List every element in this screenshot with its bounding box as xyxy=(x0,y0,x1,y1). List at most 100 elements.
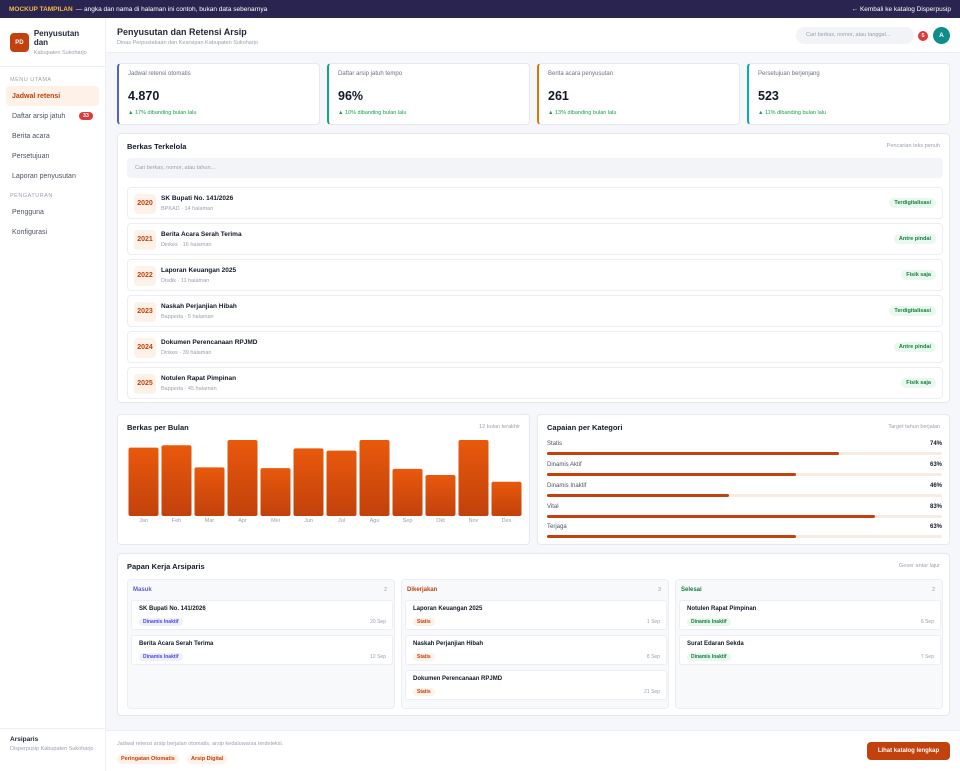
task-title: SK Bupati No. 141/2026 xyxy=(139,606,206,612)
list-item[interactable]: 2025 Notulen Rapat Pimpinan Bappeda · 45… xyxy=(127,367,943,399)
progress-label: Dinamis Aktif xyxy=(547,462,582,468)
sidebar-item-label: Laporan penyusutan xyxy=(12,172,76,180)
progress-percent: 63% xyxy=(929,462,942,468)
sidebar-item-jadwal-retensi[interactable]: Jadwal retensi xyxy=(6,86,99,106)
records-card: Berkas Terkelola Pencarian teks penuh Ca… xyxy=(117,133,950,403)
notification-badge[interactable]: 5 xyxy=(918,31,928,41)
sidebar-item-label: Konfigurasi xyxy=(12,228,48,236)
list-item[interactable]: 2022 Laporan Keuangan 2025 Disdik · 11 h… xyxy=(127,259,943,291)
record-meta: Dinkes · 16 halaman xyxy=(161,242,212,248)
card-title: Papan Kerja Arsiparis xyxy=(127,562,205,571)
task-date: 21 Sep xyxy=(644,689,660,695)
stat-value: 523 xyxy=(758,89,779,103)
task-tag: Dinamis Inaktif xyxy=(139,653,183,661)
global-search-input[interactable]: Cari berkas, nomor, atau tanggal... xyxy=(796,27,914,44)
x-tick-label: Jan xyxy=(139,518,148,524)
year-badge: 2020 xyxy=(134,194,156,214)
year-badge: 2025 xyxy=(134,374,156,394)
card-title: Berkas Terkelola xyxy=(127,142,187,151)
user-org: Disperpusip Kabupaten Sukoharjo xyxy=(10,746,94,752)
list-item[interactable]: 2020 SK Bupati No. 141/2026 BPKAD · 14 h… xyxy=(127,187,943,219)
records-search-input[interactable]: Cari berkas, nomor, atau tahun... xyxy=(127,158,943,178)
column-title: Selesai xyxy=(681,587,702,593)
current-user: Arsiparis Disperpusip Kabupaten Sukoharj… xyxy=(0,728,106,771)
progress-track xyxy=(547,452,942,455)
progress-label: Terjaga xyxy=(547,524,567,530)
sidebar-item-berita-acara[interactable]: Berita acara xyxy=(6,126,99,146)
x-tick-label: Okt xyxy=(436,518,445,524)
x-tick-label: Mar xyxy=(204,518,215,524)
task-card[interactable]: Notulen Rapat Pimpinan Dinamis Inaktif 6… xyxy=(679,600,941,630)
task-card[interactable]: Berita Acara Serah Terima Dinamis Inakti… xyxy=(131,635,393,665)
category-progress-card: Capaian per Kategori Target tahun berjal… xyxy=(537,414,950,545)
sidebar-item-pengguna[interactable]: Pengguna xyxy=(6,202,99,222)
task-title: Laporan Keuangan 2025 xyxy=(413,606,483,612)
page-title: Penyusutan dan Retensi Arsip xyxy=(117,27,247,37)
sidebar-item-konfigurasi[interactable]: Konfigurasi xyxy=(6,222,99,242)
x-tick-label: Apr xyxy=(238,518,247,524)
x-tick-label: Agu xyxy=(369,518,380,524)
task-tag: Dinamis Inaktif xyxy=(687,653,731,661)
sidebar-item-daftar-arsip[interactable]: Daftar arsip jatuh 33 xyxy=(6,106,99,126)
list-item[interactable]: 2021 Berita Acara Serah Terima Dinkes · … xyxy=(127,223,943,255)
bar-chart xyxy=(128,440,522,516)
page-footer: Jadwal retensi arsip berjalan otomatis, … xyxy=(106,730,960,771)
task-title: Naskah Perjanjian Hibah xyxy=(413,641,484,647)
task-card[interactable]: Naskah Perjanjian Hibah Statis 8 Sep xyxy=(405,635,667,665)
bar-nov xyxy=(458,440,489,516)
banner-text: — angka dan nama di halaman ini contoh, … xyxy=(75,5,268,13)
record-title: Naskah Perjanjian Hibah xyxy=(161,303,237,310)
progress-label: Dinamis Inaktif xyxy=(547,483,587,489)
status-badge: Terdigitalisasi xyxy=(889,198,936,208)
task-date: 8 Sep xyxy=(646,654,660,660)
status-badge: Fisik saja xyxy=(901,378,936,388)
list-item[interactable]: 2024 Dokumen Perencanaan RPJMD Dinkes · … xyxy=(127,331,943,363)
x-tick-label: Jun xyxy=(304,518,313,524)
bar-apr xyxy=(227,440,258,516)
sidebar-item-label: Daftar arsip jatuh xyxy=(12,112,66,120)
page-header: Penyusutan dan Retensi Arsip Dinas Perpu… xyxy=(106,18,960,53)
bar-okt xyxy=(425,475,456,516)
progress-fill xyxy=(547,473,796,476)
banner-message: MOCKUP TAMPILAN — angka dan nama di halam… xyxy=(9,6,267,13)
stat-value: 4.870 xyxy=(128,89,160,103)
status-badge: Fisik saja xyxy=(901,270,936,280)
bar-feb xyxy=(161,445,192,516)
sidebar: PD Penyusutan dan Kabupaten Sukoharjo ME… xyxy=(0,18,106,771)
record-meta: Bappeda · 45 halaman xyxy=(161,386,217,392)
task-title: Notulen Rapat Pimpinan xyxy=(687,606,757,612)
task-card[interactable]: Dokumen Perencanaan RPJMD Statis 21 Sep xyxy=(405,670,667,700)
kanban-board-card: Papan Kerja Arsiparis Geser antar lajur … xyxy=(117,553,950,716)
mockup-banner: MOCKUP TAMPILAN — angka dan nama di halam… xyxy=(0,0,960,18)
sidebar-item-laporan[interactable]: Laporan penyusutan xyxy=(6,166,99,186)
stat-card-jadwal: Jadwal retensi otomatis 4.870 ▲ 17% diba… xyxy=(117,63,320,125)
year-badge: 2022 xyxy=(134,266,156,286)
column-count: 2 xyxy=(931,587,935,593)
progress-track xyxy=(547,515,942,518)
avatar[interactable]: A xyxy=(933,27,950,44)
progress-percent: 63% xyxy=(929,524,942,530)
monthly-chart-card: Berkas per Bulan 12 bulan terakhir Jan Fe… xyxy=(117,414,530,545)
progress-label: Statis xyxy=(547,441,563,447)
progress-percent: 83% xyxy=(929,504,942,510)
progress-percent: 74% xyxy=(929,441,942,447)
brand: PD Penyusutan dan Kabupaten Sukoharjo xyxy=(0,18,105,67)
year-badge: 2023 xyxy=(134,302,156,322)
list-item[interactable]: 2023 Naskah Perjanjian Hibah Bappeda · 5… xyxy=(127,295,943,327)
task-card[interactable]: Laporan Keuangan 2025 Statis 1 Sep xyxy=(405,600,667,630)
task-date: 7 Sep xyxy=(920,654,934,660)
user-name: Arsiparis xyxy=(10,736,39,743)
task-card[interactable]: Surat Edaran Sekda Dinamis Inaktif 7 Sep xyxy=(679,635,941,665)
sidebar-item-label: Berita acara xyxy=(12,132,50,140)
stat-delta: ▲ 11% dibanding bulan lalu xyxy=(758,110,827,116)
sidebar-item-persetujuan[interactable]: Persetujuan xyxy=(6,146,99,166)
back-to-catalog-link[interactable]: ← Kembali ke katalog Disperpusip xyxy=(851,5,951,13)
progress-row-statis: Statis 74% xyxy=(547,441,942,461)
task-card[interactable]: SK Bupati No. 141/2026 Dinamis Inaktif 2… xyxy=(131,600,393,630)
banner-tag: MOCKUP TAMPILAN xyxy=(9,5,73,13)
stat-label: Persetujuan berjenjang xyxy=(758,71,820,77)
app-subtitle: Kabupaten Sukoharjo xyxy=(33,50,87,56)
view-catalog-button[interactable]: Lihat katalog lengkap xyxy=(867,742,950,760)
stat-label: Daftar arsip jatuh tempo xyxy=(338,71,403,77)
progress-fill xyxy=(547,494,729,497)
